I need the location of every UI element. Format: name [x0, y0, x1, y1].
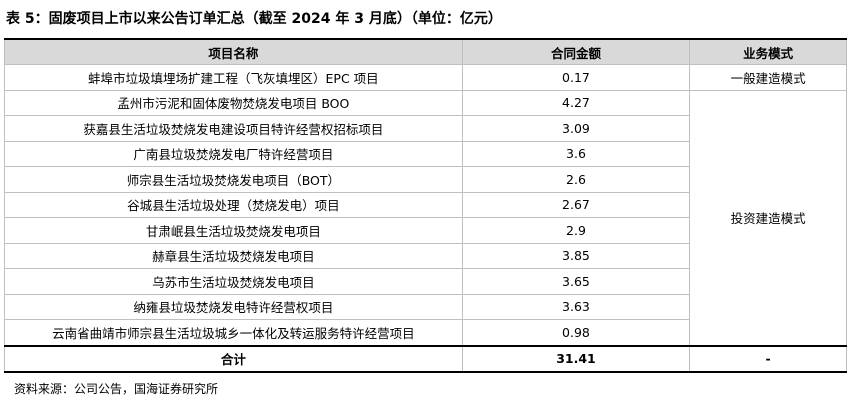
contract-amount: 2.6 — [461, 166, 691, 193]
table-row: 云南省曲靖市师宗县生活垃圾城乡一体化及转运服务特许经营项目 0.98 — [4, 319, 847, 346]
project-name: 乌苏市生活垃圾焚烧发电项目 — [4, 268, 463, 295]
table-row: 谷城县生活垃圾处理（焚烧发电）项目 2.67 — [4, 191, 847, 218]
table-title: 表 5：固废项目上市以来公告订单汇总（截至 2024 年 3 月底）（单位：亿元… — [6, 11, 502, 27]
source-note: 资料来源：公司公告，国海证券研究所 — [14, 382, 219, 396]
contract-amount: 2.67 — [461, 191, 691, 218]
table-row: 获嘉县生活垃圾焚烧发电建设项目特许经营权招标项目 3.09 — [4, 115, 847, 142]
business-mode: 一般建造模式 — [689, 64, 847, 91]
project-name: 获嘉县生活垃圾焚烧发电建设项目特许经营权招标项目 — [4, 115, 463, 142]
table-row: 孟州市污泥和固体废物焚烧发电项目 BOO 4.27 投资建造模式 — [4, 89, 847, 346]
table-row: 乌苏市生活垃圾焚烧发电项目 3.65 — [4, 268, 847, 295]
contract-amount: 2.9 — [461, 217, 691, 244]
project-name: 广南县垃圾焚烧发电厂特许经营项目 — [4, 140, 463, 167]
contract-amount: 0.17 — [461, 64, 691, 91]
project-name: 云南省曲靖市师宗县生活垃圾城乡一体化及转运服务特许经营项目 — [4, 319, 463, 346]
project-name: 谷城县生活垃圾处理（焚烧发电）项目 — [4, 191, 463, 218]
table-row: 赫章县生活垃圾焚烧发电项目 3.85 — [4, 242, 847, 269]
header-cell: 合同金额 — [461, 38, 691, 65]
total-row: 合计 31.41- — [4, 344, 847, 373]
contract-amount: 3.85 — [461, 242, 691, 269]
table-row: 甘肃岷县生活垃圾焚烧发电项目 2.9 — [4, 217, 847, 244]
project-name: 师宗县生活垃圾焚烧发电项目（BOT） — [4, 166, 463, 193]
business-mode: 投资建造模式 — [689, 89, 847, 346]
total-cell: 31.41 — [461, 344, 691, 373]
contract-amount: 3.65 — [461, 268, 691, 295]
contract-amount: 3.63 — [461, 293, 691, 320]
order-table: 项目名称 合同金额 业务模式 蚌埠市垃圾填埋场扩建工程（飞灰填埋区）EPC 项目 0.… — [4, 38, 847, 373]
table-row: 师宗县生活垃圾焚烧发电项目（BOT） 2.6 — [4, 166, 847, 193]
contract-amount: 0.98 — [461, 319, 691, 346]
contract-amount: 4.27 — [461, 89, 691, 116]
table-row: 纳雍县垃圾焚烧发电特许经营权项目 3.63 — [4, 293, 847, 320]
header-row: 项目名称 合同金额 业务模式 — [4, 38, 847, 65]
header-cell: 业务模式 — [689, 38, 847, 65]
project-name: 赫章县生活垃圾焚烧发电项目 — [4, 242, 463, 269]
header-cell: 项目名称 — [4, 38, 463, 65]
total-cell: - — [689, 344, 847, 373]
project-name: 纳雍县垃圾焚烧发电特许经营权项目 — [4, 293, 463, 320]
project-name: 蚌埠市垃圾填埋场扩建工程（飞灰填埋区）EPC 项目 — [4, 64, 463, 91]
table-row: 蚌埠市垃圾填埋场扩建工程（飞灰填埋区）EPC 项目 0.17 一般建造模式 — [4, 64, 847, 91]
project-name: 甘肃岷县生活垃圾焚烧发电项目 — [4, 217, 463, 244]
contract-amount: 3.09 — [461, 115, 691, 142]
total-cell: 合计 — [4, 344, 463, 373]
project-name: 孟州市污泥和固体废物焚烧发电项目 BOO — [4, 89, 463, 116]
contract-amount: 3.6 — [461, 140, 691, 167]
